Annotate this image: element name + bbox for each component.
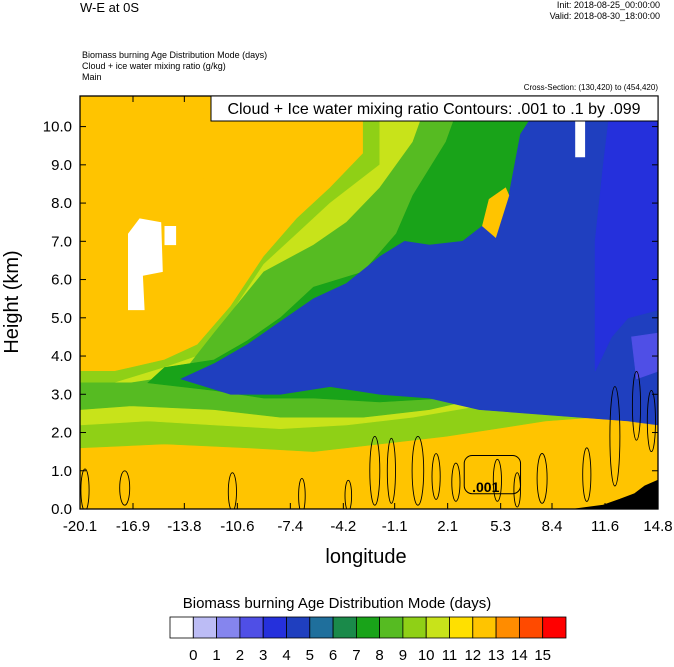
y-tick-label: 7.0 xyxy=(51,233,72,250)
field-region-upper-west xyxy=(80,96,231,204)
colorbar-label: 15 xyxy=(534,647,551,664)
contour-legend-text: Cloud + Ice water mixing ratio Contours:… xyxy=(227,101,640,118)
colorbar-swatch xyxy=(355,616,381,639)
colorbar-swatch xyxy=(332,616,357,639)
x-tick-label: -1.1 xyxy=(382,518,408,535)
y-tick-label: 0.0 xyxy=(51,501,72,518)
cloud-contour xyxy=(646,389,656,453)
colorbar-swatch xyxy=(239,616,264,639)
colorbar-label: 3 xyxy=(259,647,267,664)
colorbar-swatch xyxy=(449,616,474,639)
y-tick-label: 5.0 xyxy=(51,310,72,327)
x-tick-label: -10.6 xyxy=(220,518,254,535)
plot-title: W-E at 0S xyxy=(80,0,140,15)
contour-legend-box: Cloud + Ice water mixing ratio Contours:… xyxy=(210,95,659,122)
cross-section-label: Cross-Section: (130,420) to (454,420) xyxy=(523,83,658,92)
colorbar-label: 9 xyxy=(399,647,407,664)
y-tick-label: 10.0 xyxy=(43,119,72,136)
cloud-contour xyxy=(513,472,521,508)
field-line-2: Cloud + ice water mixing ratio (g/kg) xyxy=(82,61,226,71)
colorbar-label: 5 xyxy=(306,647,314,664)
colorbar-label: 12 xyxy=(464,647,481,664)
x-tick-label: -4.2 xyxy=(330,518,356,535)
colorbar-swatch xyxy=(472,616,497,639)
field-region-east-blue xyxy=(594,96,658,372)
y-axis-label: Height (km) xyxy=(1,250,23,353)
terrain xyxy=(575,479,658,509)
x-tick-label: -20.1 xyxy=(63,518,97,535)
y-tick-label: 3.0 xyxy=(51,386,72,403)
field-line-1: Biomass burning Age Distribution Mode (d… xyxy=(82,50,268,60)
y-tick-label: 4.0 xyxy=(51,348,72,365)
x-axis-label: longitude xyxy=(325,546,406,568)
colorbar-swatch xyxy=(286,616,311,639)
contour-value-label: .001 xyxy=(472,479,499,495)
y-tick-label: 9.0 xyxy=(51,157,72,174)
field-region-east-light xyxy=(631,332,658,380)
colorbar-swatch xyxy=(169,616,194,639)
colorbar-label: 8 xyxy=(375,647,383,664)
y-tick-label: 2.0 xyxy=(51,425,72,442)
y-tick-label: 8.0 xyxy=(51,195,72,212)
colorbar-swatch xyxy=(379,616,404,639)
colorbar-swatch xyxy=(425,616,450,639)
cloud-contour xyxy=(119,470,131,506)
colorbar-label: 14 xyxy=(511,647,528,664)
colorbar-swatch xyxy=(402,616,427,639)
x-tick-label: 11.6 xyxy=(591,518,619,535)
x-tick-label: 2.1 xyxy=(437,518,458,535)
colorbar-label: 1 xyxy=(212,647,220,664)
colorbar: 0 1 2 3 4 5 6 7 8 9 10 11 12 13 14 15 xyxy=(169,616,567,664)
colorbar-swatch xyxy=(542,616,567,639)
cloud-contour xyxy=(582,447,592,502)
y-tick-label: 6.0 xyxy=(51,272,72,289)
field-zero-patch xyxy=(164,226,177,246)
colorbar-label: 4 xyxy=(282,647,290,664)
colorbar-title: Biomass burning Age Distribution Mode (d… xyxy=(182,595,492,612)
colorbar-swatch xyxy=(495,616,520,639)
x-tick-label: 5.3 xyxy=(490,518,511,535)
cloud-contour xyxy=(536,453,548,504)
y-tick-label: 1.0 xyxy=(51,463,72,480)
x-tick-label: -13.8 xyxy=(167,518,201,535)
colorbar-swatch xyxy=(192,616,217,639)
colorbar-label: 10 xyxy=(418,647,435,664)
colorbar-swatch xyxy=(519,616,544,639)
x-tick-label: -16.9 xyxy=(116,518,150,535)
axes: -20.1 -16.9 -13.8 -10.6 -7.4 -4.2 -1.1 2.1 5.3 8.… xyxy=(43,96,673,535)
colorbar-label: 11 xyxy=(442,647,458,664)
cloud-contour xyxy=(369,435,381,506)
cloud-contour xyxy=(227,472,237,509)
cloud-contour xyxy=(386,437,396,504)
colorbar-label: 0 xyxy=(189,647,197,664)
plot-area: .001 xyxy=(80,96,658,509)
valid-time: Valid: 2018-08-30_18:00:00 xyxy=(549,11,660,21)
cloud-contour xyxy=(492,458,502,502)
x-tick-label: 14.8 xyxy=(643,518,672,535)
cloud-contour xyxy=(631,370,642,441)
cloud-contour xyxy=(80,468,90,509)
colorbar-swatch xyxy=(262,616,287,639)
colorbar-swatch xyxy=(309,616,334,639)
field-region-yellow-pocket xyxy=(482,187,510,239)
init-time: Init: 2018-08-25_00:00:00 xyxy=(556,0,660,10)
cloud-contour-box xyxy=(463,454,522,495)
colorbar-label: 7 xyxy=(352,647,360,664)
field-zero-patch xyxy=(575,118,586,158)
field-zero-patch xyxy=(128,218,163,311)
field-line-3: Main xyxy=(82,72,102,82)
x-tick-label: 8.4 xyxy=(542,518,563,535)
colorbar-label: 2 xyxy=(236,647,244,664)
cloud-contour xyxy=(609,386,621,487)
colorbar-label: 13 xyxy=(488,647,505,664)
cloud-contour xyxy=(431,453,441,500)
cloud-contour xyxy=(344,479,353,509)
cloud-contour xyxy=(298,477,306,509)
cloud-contour xyxy=(451,462,461,502)
x-tick-label: -7.4 xyxy=(277,518,303,535)
cloud-contour xyxy=(411,435,425,506)
colorbar-label: 6 xyxy=(329,647,337,664)
colorbar-swatch xyxy=(216,616,241,639)
